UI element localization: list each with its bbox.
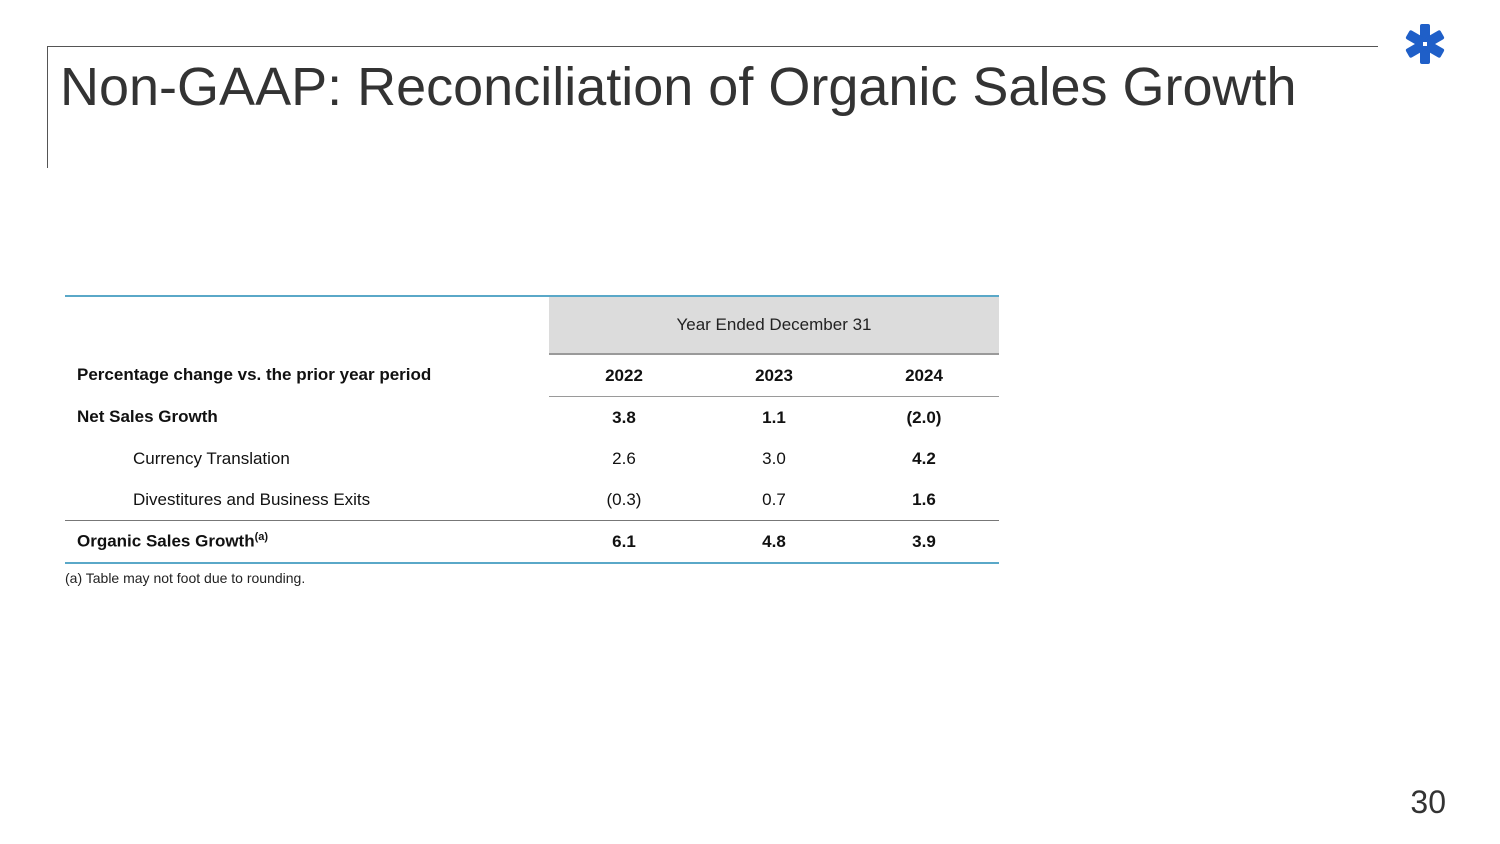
cell-value: (2.0) — [906, 407, 942, 427]
year-2024-header: 2024 — [849, 354, 999, 397]
table-row-divestitures: Divestitures and Business Exits (0.3) 0.… — [65, 479, 999, 521]
cell-value: 4.2 — [912, 448, 936, 468]
cell-value: 0.7 — [762, 489, 786, 509]
row-label: Organic Sales Growth — [77, 531, 255, 551]
period-header-row: Year Ended December 31 — [65, 297, 999, 355]
title-frame-top-rule — [47, 46, 1378, 47]
footnote-marker: (a) — [254, 531, 269, 544]
table-row-currency-translation: Currency Translation 2.6 3.0 4.2 — [65, 438, 999, 479]
page-number: 30 — [1410, 784, 1446, 820]
page-title: Non-GAAP: Reconciliation of Organic Sale… — [60, 57, 1297, 117]
table-row-net-sales-growth: Net Sales Growth 3.8 1.1 (2.0) — [65, 397, 999, 439]
cell-value: 2.6 — [612, 448, 636, 468]
cell-value: 3.0 — [762, 448, 786, 468]
cell-value: (0.3) — [606, 489, 642, 509]
organic-sales-growth-table: Year Ended December 31 Percentage change… — [65, 295, 999, 564]
row-label: Net Sales Growth — [77, 407, 218, 427]
year-header-row: Percentage change vs. the prior year per… — [65, 354, 999, 397]
row-header-label: Percentage change vs. the prior year per… — [77, 365, 432, 385]
cell-value: 1.1 — [762, 407, 786, 427]
row-label-organic: Organic Sales Growth(a) — [65, 520, 549, 564]
asterisk-logo-icon — [1405, 24, 1445, 64]
title-frame-left-rule — [47, 46, 48, 168]
cell-value: 1.6 — [912, 489, 936, 509]
cell-value: 3.9 — [849, 520, 999, 564]
cell-value: 6.1 — [549, 520, 699, 564]
year-2023-header: 2023 — [699, 354, 849, 397]
row-label: Divestitures and Business Exits — [133, 489, 371, 509]
period-header: Year Ended December 31 — [549, 297, 999, 355]
cell-value: 4.8 — [699, 520, 849, 564]
table-footnote: (a) Table may not foot due to rounding. — [65, 570, 306, 586]
row-label: Currency Translation — [133, 448, 290, 468]
table-row-organic-sales-growth: Organic Sales Growth(a) 6.1 4.8 3.9 — [65, 520, 999, 564]
cell-value: 3.8 — [612, 407, 636, 427]
year-2022-header: 2022 — [549, 354, 699, 397]
